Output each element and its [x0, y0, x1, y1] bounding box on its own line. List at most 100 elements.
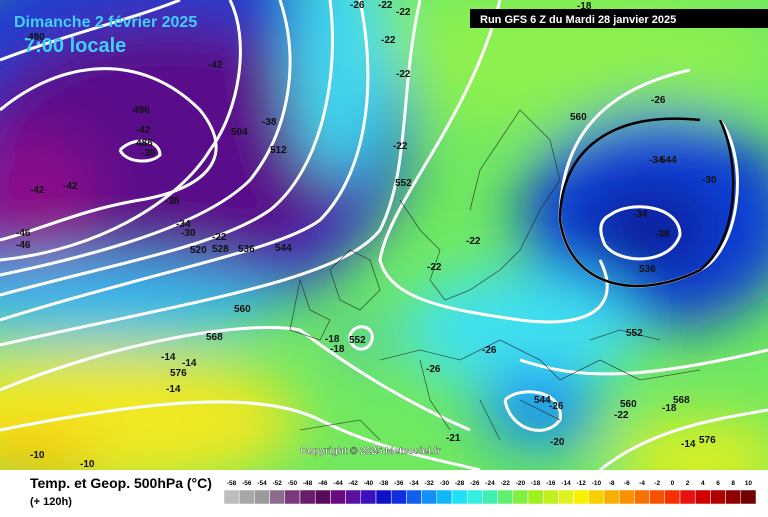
contour-label: -22 [212, 232, 227, 243]
contour-label: 568 [673, 395, 690, 406]
contour-label: -38 [655, 229, 670, 240]
legend-swatch [558, 489, 574, 505]
legend-swatch [436, 489, 453, 505]
contour-label: -30 [702, 175, 717, 186]
contour-label: 552 [626, 328, 643, 339]
contour-label: 544 [534, 395, 551, 406]
legend-label: 8 [731, 480, 735, 487]
contour-label: 568 [206, 332, 223, 343]
contour-label: -22 [466, 236, 481, 247]
contour-label: -20 [550, 437, 565, 448]
contour-label: -34 [176, 219, 191, 230]
contour-label: -18 [325, 334, 340, 345]
legend-swatch [664, 489, 681, 505]
map-time: 7:00 locale [24, 35, 126, 57]
legend-swatch [482, 489, 498, 505]
run-info: Run GFS 6 Z du Mardi 28 janvier 2025 [480, 14, 676, 26]
contour-label: 496 [133, 105, 150, 116]
legend-label: -42 [348, 480, 358, 487]
contour-label: -22 [427, 262, 442, 273]
legend-label: -22 [500, 480, 510, 487]
contour-label: -21 [446, 433, 461, 444]
legend-label: -54 [257, 480, 267, 487]
contour-label: -14 [166, 384, 181, 395]
legend-swatch [512, 489, 529, 505]
legend-label: -40 [364, 480, 374, 487]
legend-label: -46 [318, 480, 328, 487]
legend-swatch [466, 489, 483, 505]
legend-label: 10 [745, 480, 753, 487]
contour-label: -14 [161, 352, 176, 363]
legend-swatch [740, 489, 757, 505]
contour-label: 544 [660, 155, 677, 166]
contour-label: 560 [620, 399, 637, 410]
contour-label: -42 [136, 125, 151, 136]
geopotential-contours [0, 0, 768, 470]
contour-label: -30 [181, 228, 196, 239]
contour-label: 544 [275, 243, 292, 254]
legend-swatch [649, 489, 666, 505]
legend-label: -20 [516, 480, 526, 487]
legend-label: -34 [409, 480, 419, 487]
contour-label: -18 [577, 1, 592, 12]
legend-label: -52 [272, 480, 282, 487]
contour-label: -34 [649, 155, 664, 166]
contour-label: -46 [16, 240, 31, 251]
legend-swatch [451, 489, 468, 505]
contour-label: -26 [482, 345, 497, 356]
contour-label: -22 [381, 35, 396, 46]
copyright: Copyright © 2025 Meteociel.fr [300, 446, 441, 457]
contour-label: 560 [234, 304, 251, 315]
contour-label: 576 [170, 368, 187, 379]
legend-label: -10 [592, 480, 602, 487]
contour-label: -22 [396, 7, 411, 18]
legend-swatch [542, 489, 559, 505]
legend-label: -50 [288, 480, 298, 487]
contour-label: -26 [350, 0, 365, 11]
legend-label: -12 [576, 480, 586, 487]
coastlines [289, 109, 701, 441]
contour-label: 536 [238, 244, 255, 255]
contour-label: -26 [651, 95, 666, 106]
contour-label: -42 [30, 185, 45, 196]
legend-swatch [269, 489, 286, 505]
legend-swatch [618, 489, 635, 505]
footer-range: (+ 120h) [30, 496, 72, 508]
footer-title: Temp. et Geop. 500hPa (°C) [30, 475, 212, 491]
legend-label: -26 [470, 480, 480, 487]
contour-label: 488 [136, 138, 153, 149]
contour-label: 528 [212, 244, 229, 255]
legend-label: -58 [227, 480, 237, 487]
contour-label: -22 [614, 410, 629, 421]
contour-label: 552 [395, 178, 412, 189]
run-banner [470, 9, 768, 28]
contour-label: -46 [16, 228, 31, 239]
legend-label: -18 [531, 480, 541, 487]
legend-swatch [238, 489, 255, 505]
contour-label: -10 [80, 459, 95, 470]
legend-swatch [634, 489, 650, 505]
legend-label: -48 [303, 480, 313, 487]
legend-swatch [375, 489, 392, 505]
contour-label: 480 [28, 32, 45, 43]
map-field [0, 0, 768, 470]
contour-label: -34 [633, 209, 648, 220]
contour-label: 512 [270, 145, 287, 156]
legend-swatch [725, 489, 742, 505]
contour-label: -26 [426, 364, 441, 375]
legend-swatch [603, 489, 620, 505]
legend-swatch [588, 489, 605, 505]
legend-label: -4 [639, 480, 645, 487]
legend-label: 4 [701, 480, 705, 487]
legend-swatch [710, 489, 726, 505]
legend-label: 2 [686, 480, 690, 487]
legend-swatch [223, 489, 240, 505]
map-date: Dimanche 2 février 2025 [14, 14, 197, 31]
contour-label: -10 [30, 450, 45, 461]
legend-label: -56 [242, 480, 252, 487]
contour-label: 520 [190, 245, 207, 256]
contour-label: 504 [231, 127, 248, 138]
contour-label: -22 [393, 141, 408, 152]
legend-label: -44 [333, 480, 343, 487]
contour-label: -38 [165, 196, 180, 207]
